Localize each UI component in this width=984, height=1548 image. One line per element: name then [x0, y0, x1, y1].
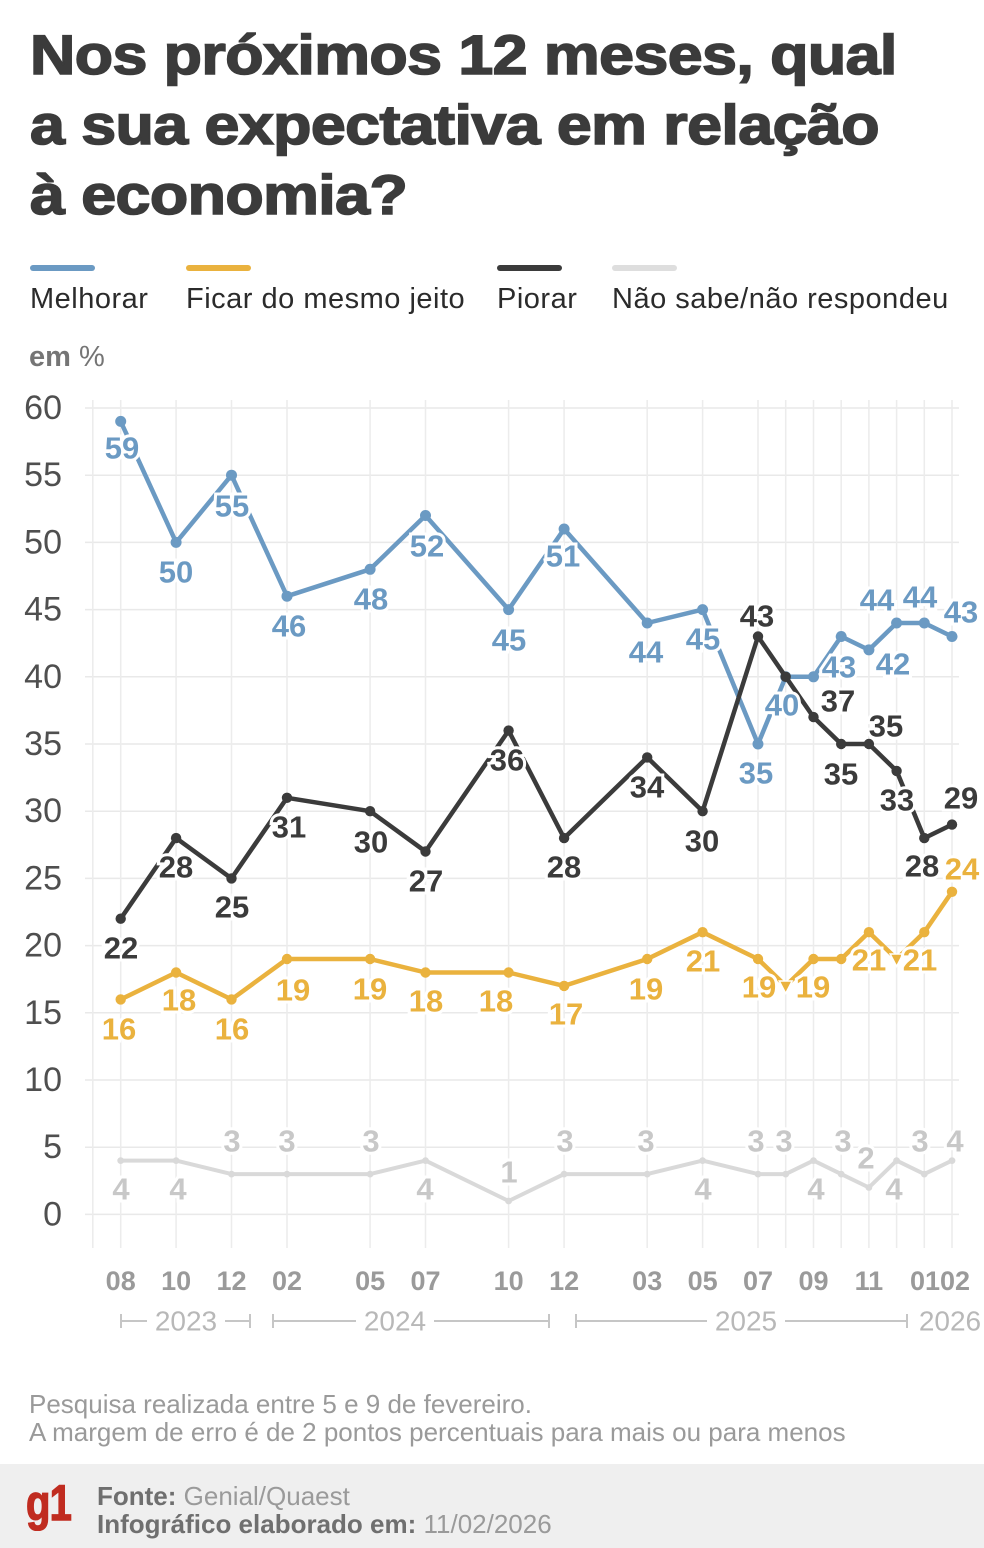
svg-text:2026: 2026 [919, 1306, 981, 1337]
svg-text:3: 3 [747, 1124, 764, 1159]
svg-text:50: 50 [24, 523, 62, 561]
svg-text:03: 03 [632, 1266, 662, 1296]
svg-text:10: 10 [24, 1061, 62, 1099]
svg-text:10: 10 [161, 1266, 191, 1296]
svg-text:18: 18 [162, 983, 196, 1018]
svg-text:3: 3 [775, 1124, 792, 1159]
svg-text:55: 55 [24, 456, 62, 494]
svg-text:27: 27 [409, 864, 443, 899]
svg-text:0: 0 [43, 1195, 62, 1233]
svg-text:10: 10 [494, 1266, 524, 1296]
svg-text:1: 1 [500, 1155, 517, 1190]
svg-text:3: 3 [834, 1124, 851, 1159]
svg-text:5: 5 [43, 1128, 62, 1166]
svg-text:40: 40 [24, 658, 62, 696]
svg-text:4: 4 [807, 1172, 825, 1207]
svg-text:2: 2 [857, 1141, 874, 1176]
svg-text:05: 05 [355, 1266, 385, 1296]
svg-text:45: 45 [492, 623, 526, 658]
svg-text:44: 44 [860, 583, 895, 618]
svg-text:46: 46 [272, 609, 306, 644]
svg-text:09: 09 [798, 1266, 828, 1296]
svg-text:28: 28 [547, 850, 581, 885]
svg-text:36: 36 [490, 743, 524, 778]
svg-text:25: 25 [215, 890, 249, 925]
svg-text:16: 16 [102, 1012, 136, 1047]
svg-text:21: 21 [903, 943, 937, 978]
svg-text:4: 4 [694, 1172, 712, 1207]
svg-text:4: 4 [169, 1172, 187, 1207]
svg-text:60: 60 [24, 389, 62, 427]
svg-text:3: 3 [278, 1124, 295, 1159]
svg-text:05: 05 [688, 1266, 718, 1296]
svg-text:3: 3 [637, 1124, 654, 1159]
svg-text:19: 19 [353, 972, 387, 1007]
svg-text:35: 35 [739, 756, 773, 791]
svg-text:15: 15 [24, 994, 62, 1032]
svg-text:50: 50 [159, 555, 193, 590]
svg-text:24: 24 [945, 852, 980, 887]
svg-text:01: 01 [910, 1266, 940, 1296]
svg-text:12: 12 [216, 1266, 246, 1296]
svg-text:19: 19 [742, 970, 776, 1005]
svg-text:55: 55 [215, 489, 249, 524]
svg-text:17: 17 [549, 997, 583, 1032]
svg-text:08: 08 [106, 1266, 136, 1296]
svg-text:44: 44 [629, 635, 664, 670]
svg-text:4: 4 [416, 1172, 434, 1207]
svg-text:43: 43 [944, 595, 978, 630]
svg-text:3: 3 [911, 1124, 928, 1159]
svg-text:2023: 2023 [155, 1306, 217, 1337]
svg-text:12: 12 [549, 1266, 579, 1296]
svg-text:2025: 2025 [715, 1306, 777, 1337]
svg-text:4: 4 [946, 1124, 964, 1159]
svg-text:30: 30 [685, 824, 719, 859]
svg-text:29: 29 [944, 781, 978, 816]
svg-text:30: 30 [24, 792, 62, 830]
svg-text:2024: 2024 [364, 1306, 426, 1337]
svg-text:22: 22 [104, 931, 138, 966]
svg-text:19: 19 [629, 972, 663, 1007]
svg-text:35: 35 [24, 725, 62, 763]
svg-text:19: 19 [276, 973, 310, 1008]
svg-text:4: 4 [112, 1172, 130, 1207]
svg-text:18: 18 [479, 984, 513, 1019]
svg-text:31: 31 [272, 810, 306, 845]
svg-text:3: 3 [556, 1124, 573, 1159]
svg-text:07: 07 [410, 1266, 440, 1296]
svg-text:48: 48 [354, 582, 388, 617]
svg-text:43: 43 [822, 650, 856, 685]
svg-text:43: 43 [740, 599, 774, 634]
svg-text:21: 21 [686, 944, 720, 979]
svg-text:28: 28 [159, 850, 193, 885]
svg-text:3: 3 [362, 1124, 379, 1159]
svg-text:4: 4 [885, 1172, 903, 1207]
svg-text:11: 11 [855, 1266, 884, 1296]
svg-text:34: 34 [630, 770, 665, 805]
svg-text:21: 21 [852, 943, 886, 978]
svg-text:28: 28 [905, 849, 939, 884]
svg-text:25: 25 [24, 859, 62, 897]
svg-text:02: 02 [940, 1266, 970, 1296]
svg-text:45: 45 [24, 591, 62, 629]
svg-text:02: 02 [272, 1266, 302, 1296]
svg-text:33: 33 [880, 783, 914, 818]
svg-text:19: 19 [796, 970, 830, 1005]
svg-text:40: 40 [765, 688, 799, 723]
svg-text:07: 07 [743, 1266, 773, 1296]
svg-text:16: 16 [215, 1012, 249, 1047]
svg-text:35: 35 [824, 757, 858, 792]
svg-text:42: 42 [876, 647, 910, 682]
svg-text:30: 30 [354, 825, 388, 860]
svg-text:45: 45 [686, 622, 720, 657]
svg-text:35: 35 [869, 709, 903, 744]
svg-text:20: 20 [24, 927, 62, 965]
svg-text:18: 18 [409, 984, 443, 1019]
svg-text:3: 3 [223, 1124, 240, 1159]
svg-text:52: 52 [410, 529, 444, 564]
svg-text:51: 51 [546, 539, 580, 574]
svg-text:44: 44 [903, 580, 938, 615]
svg-text:37: 37 [821, 684, 855, 719]
svg-text:59: 59 [105, 431, 139, 466]
